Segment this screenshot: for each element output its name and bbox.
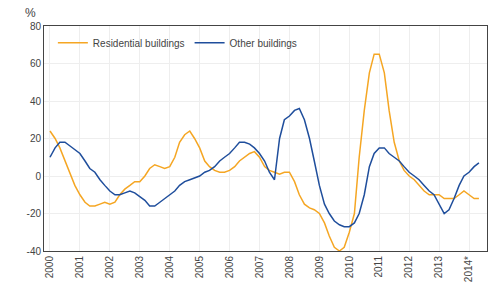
svg-text:2001: 2001 (74, 256, 85, 279)
svg-text:2014*: 2014* (463, 256, 474, 282)
svg-text:20: 20 (30, 133, 42, 144)
svg-text:80: 80 (30, 21, 42, 32)
svg-text:2009: 2009 (314, 256, 325, 279)
svg-text:2008: 2008 (284, 256, 295, 279)
svg-text:40: 40 (30, 96, 42, 107)
svg-text:Other buildings: Other buildings (230, 38, 297, 49)
svg-text:2011: 2011 (373, 256, 384, 278)
svg-text:2004: 2004 (164, 256, 175, 279)
svg-text:2006: 2006 (224, 256, 235, 279)
svg-text:2007: 2007 (254, 256, 265, 279)
svg-text:2010: 2010 (344, 256, 355, 279)
svg-text:0: 0 (35, 171, 41, 182)
svg-text:Residential buildings: Residential buildings (93, 38, 185, 49)
svg-text:2012: 2012 (403, 256, 414, 279)
svg-text:60: 60 (30, 58, 42, 69)
svg-text:2013: 2013 (433, 256, 444, 279)
svg-text:2000: 2000 (44, 256, 55, 279)
svg-text:-20: -20 (27, 208, 42, 219)
svg-text:%: % (25, 6, 36, 20)
svg-text:2005: 2005 (194, 256, 205, 279)
svg-text:2002: 2002 (104, 256, 115, 279)
svg-text:2003: 2003 (134, 256, 145, 279)
svg-text:-40: -40 (27, 246, 42, 257)
